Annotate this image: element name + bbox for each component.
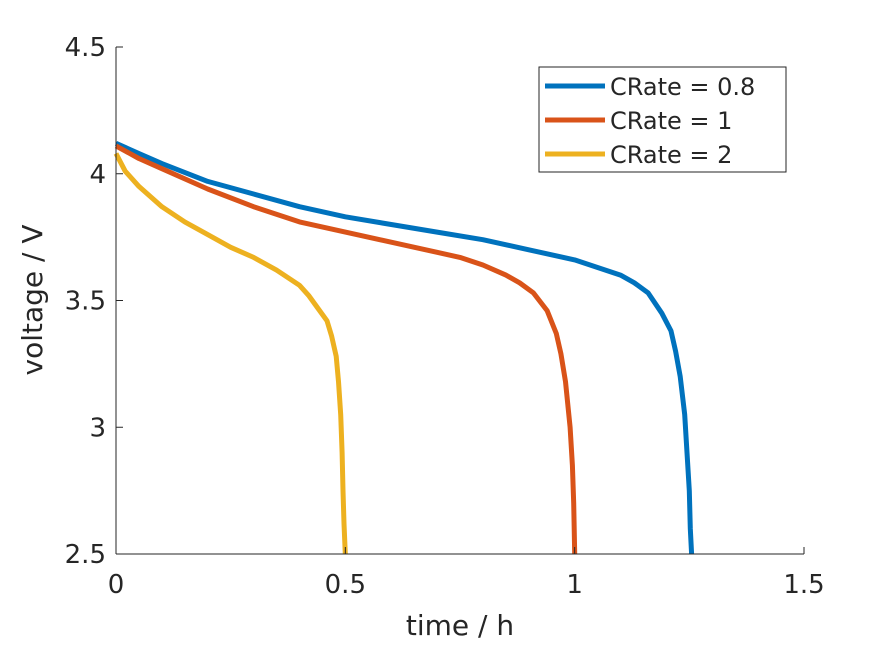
x-tick-label: 1.5 [783,570,824,600]
x-tick-label: 1 [566,570,583,600]
y-axis-label: voltage / V [16,224,49,375]
series-line-1 [114,141,695,555]
series-line-2 [114,143,578,555]
legend: CRate = 0.8 CRate = 1 CRate = 2 [538,66,787,173]
axes: 0 0.5 1 1.5 2.5 3 3.5 4 4.5 [65,33,825,600]
y-tick-label: 3 [89,413,106,443]
series-layer [113,141,695,555]
y-tick-label: 2.5 [65,540,106,570]
legend-label-2: CRate = 1 [610,107,732,135]
x-tick-label: 0 [108,570,125,600]
legend-label-1: CRate = 0.8 [610,73,755,101]
x-axis-label: time / h [406,609,514,642]
y-tick-label: 3.5 [65,287,106,317]
series-line-3 [113,152,348,555]
y-tick-label: 4 [89,160,106,190]
x-tick-label: 0.5 [325,570,366,600]
legend-label-3: CRate = 2 [610,141,732,169]
y-tick-label: 4.5 [65,33,106,63]
